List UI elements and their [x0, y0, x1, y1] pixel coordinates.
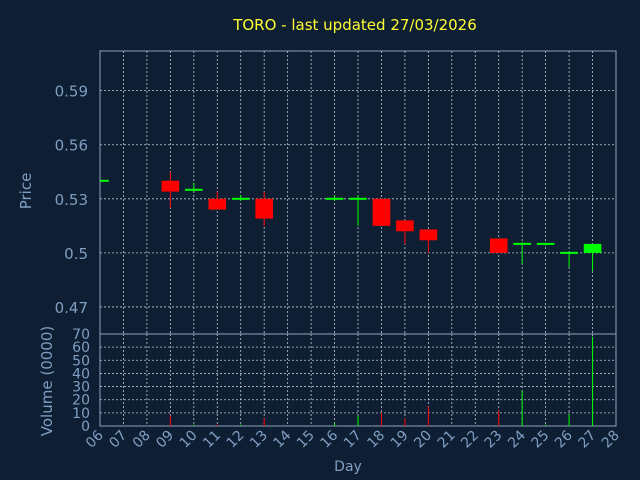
- volume-tick-label: 20: [72, 393, 90, 409]
- chart-title: TORO - last updated 27/03/2026: [232, 16, 477, 34]
- candle-17: [349, 195, 367, 226]
- candle-body: [419, 229, 438, 241]
- x-tick-label: 13: [247, 428, 271, 452]
- volume-tick-label: 50: [72, 353, 90, 369]
- candle-body: [185, 188, 203, 191]
- x-tick-label: 25: [529, 428, 553, 452]
- candle-16: [325, 195, 344, 201]
- candle-25: [536, 242, 555, 246]
- candle-13: [255, 191, 273, 226]
- candle-23: [489, 238, 508, 253]
- candle-body: [231, 197, 250, 200]
- volume-tick-label: 40: [72, 366, 90, 382]
- candle-body: [325, 197, 344, 200]
- price-tick-label: 0.53: [55, 191, 88, 209]
- candle-18: [372, 198, 391, 226]
- x-tick-label: 20: [411, 428, 435, 452]
- candle-body: [100, 179, 109, 182]
- x-tick-label: 10: [177, 428, 201, 452]
- candle-27: [583, 243, 602, 271]
- x-tick-label: 28: [599, 428, 623, 452]
- price-axis-label: Price: [17, 173, 35, 210]
- price-tick-label: 0.5: [64, 245, 88, 263]
- plot-layer: [99, 50, 617, 427]
- candle-body: [513, 242, 531, 245]
- x-axis-label: Day: [334, 459, 362, 475]
- x-tick-label: 07: [106, 428, 130, 452]
- volume-tick-label: 30: [72, 380, 90, 396]
- candle-body: [396, 220, 414, 232]
- x-tick-label: 18: [364, 428, 388, 452]
- candle-body: [349, 197, 367, 200]
- candle-24: [513, 242, 531, 264]
- x-tick-label: 11: [200, 428, 224, 452]
- x-tick-label: 27: [575, 428, 599, 452]
- x-tick-label: 22: [458, 428, 482, 452]
- x-tick-label: 24: [505, 427, 529, 451]
- volume-axis-label: Volume (0000): [38, 326, 56, 436]
- candle-20: [419, 229, 438, 253]
- candle-body: [489, 238, 508, 253]
- candle-10: [185, 182, 203, 192]
- volume-tick-label: 0: [81, 419, 90, 435]
- candle-06: [100, 179, 109, 182]
- x-tick-label: 15: [294, 428, 318, 452]
- volume-tick-label: 60: [72, 340, 90, 356]
- candle-body: [255, 198, 273, 219]
- candle-body: [560, 251, 578, 254]
- x-tick-label: 23: [482, 428, 506, 452]
- price-tick-label: 0.59: [55, 83, 88, 101]
- x-tick-label: 09: [153, 428, 177, 452]
- candle-12: [231, 195, 250, 201]
- candle-body: [536, 242, 555, 245]
- candle-09: [161, 171, 180, 208]
- candle-body: [583, 243, 602, 253]
- candle-body: [208, 198, 227, 210]
- x-tick-label: 08: [130, 428, 154, 452]
- x-tick-label: 21: [435, 428, 459, 452]
- x-tick-label: 14: [271, 427, 295, 451]
- candle-26: [560, 251, 578, 268]
- candle-19: [396, 220, 414, 244]
- price-tick-label: 0.47: [55, 299, 88, 317]
- x-tick-label: 12: [224, 428, 248, 452]
- candle-body: [161, 180, 180, 192]
- x-tick-label: 26: [552, 427, 576, 451]
- x-tick-label: 16: [317, 427, 341, 451]
- volume-tick-label: 10: [72, 406, 90, 422]
- candle-body: [372, 198, 391, 226]
- price-tick-label: 0.56: [55, 137, 88, 155]
- x-tick-label: 19: [388, 428, 412, 452]
- candle-11: [208, 191, 227, 210]
- x-tick-label: 17: [341, 428, 365, 452]
- volume-tick-label: 70: [72, 327, 90, 343]
